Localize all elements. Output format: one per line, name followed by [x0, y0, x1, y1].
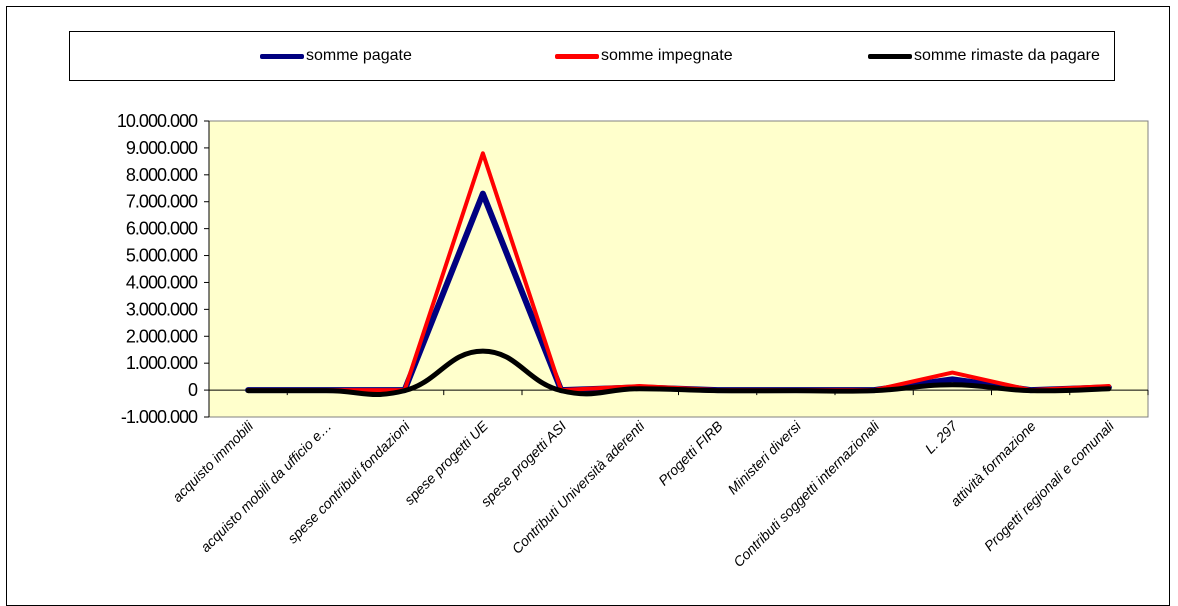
y-tick-label: 6.000.000: [126, 219, 198, 239]
y-tick-label: 2.000.000: [126, 326, 198, 346]
x-tick-label: Contributi soggetti internazionali: [730, 417, 883, 570]
x-tick-label: Progetti FIRB: [655, 418, 726, 489]
legend-swatch-somme-impegnate: [555, 53, 599, 59]
y-tick-label: -1.000.000: [121, 407, 198, 427]
legend-item-somme-rimaste: somme rimaste da pagare: [868, 32, 1100, 80]
legend-label: somme impegnate: [601, 47, 733, 64]
y-tick-label: 3.000.000: [126, 299, 198, 319]
x-tick-label: L. 297: [922, 417, 962, 457]
legend-swatch-somme-rimaste: [868, 53, 912, 59]
x-tick-label: Progetti regionali e comunali: [981, 417, 1118, 554]
y-tick-label: 7.000.000: [126, 192, 198, 212]
series-line-somme-rimaste-da-pagare: [245, 348, 1112, 397]
plot-area: [208, 120, 1149, 418]
y-tick-label: 4.000.000: [126, 272, 198, 292]
legend-label: somme rimaste da pagare: [914, 47, 1100, 64]
y-tick-label: 10.000.000: [117, 111, 198, 131]
x-tick-label: acquisto immobili: [169, 417, 257, 505]
x-tick-label: attività formazione: [947, 418, 1039, 510]
x-tick-label: acquisto mobili da ufficio e…: [197, 418, 334, 555]
x-tick-label: Ministeri diversi: [724, 417, 804, 497]
legend-label: somme pagate: [306, 47, 412, 64]
legend-swatch-somme-pagate: [260, 53, 304, 59]
x-tick-label: Contributi Università aderenti: [509, 417, 649, 557]
y-tick-label: 0: [188, 380, 198, 400]
y-tick-label: 9.000.000: [126, 138, 198, 158]
x-tick-label: spese progetti ASI: [477, 418, 569, 510]
x-tick-label: spese progetti UE: [401, 417, 491, 507]
y-tick-label: 1.000.000: [126, 353, 198, 373]
legend-item-somme-pagate: somme pagate: [260, 32, 412, 80]
y-tick-label: 5.000.000: [126, 246, 198, 266]
legend-item-somme-impegnate: somme impegnate: [555, 32, 733, 80]
y-tick-label: 8.000.000: [126, 165, 198, 185]
legend: somme pagate somme impegnate somme rimas…: [69, 31, 1115, 81]
